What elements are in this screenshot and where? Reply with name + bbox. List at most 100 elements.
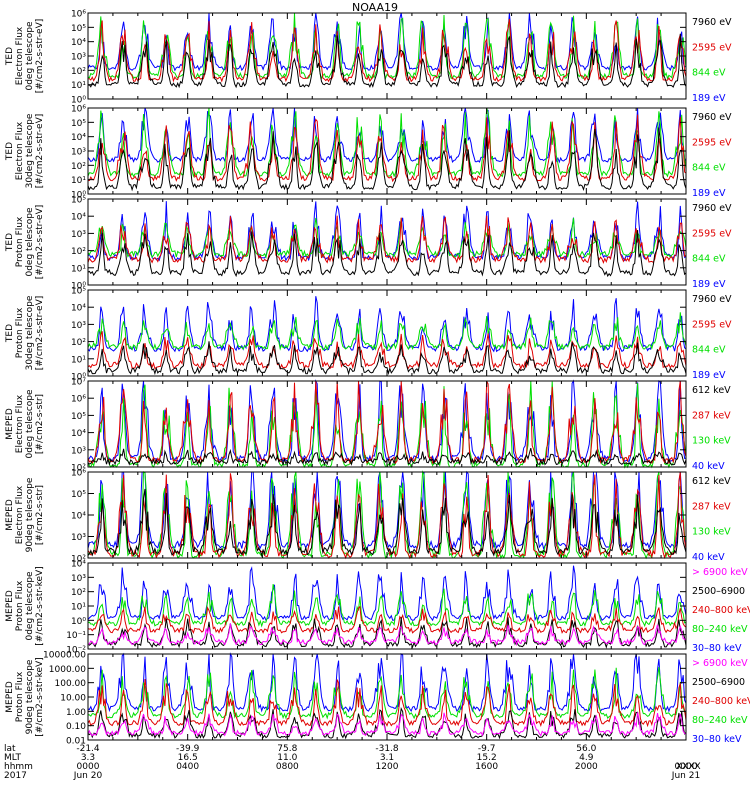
- x-tick-label: 0000: [77, 762, 100, 772]
- legend-entry: 7960 eV: [692, 203, 732, 214]
- panel-5: 10² 10³ 10⁴ 10⁵ 10⁶ 10⁷ MEPED Electron Flux 0deg…: [5, 378, 731, 474]
- x-tick-label: Jun 21: [671, 771, 700, 781]
- legend-entry: 189 eV: [692, 279, 726, 290]
- y-tick-label: 10¹: [71, 603, 86, 613]
- y-tick-label: 10⁵: [71, 490, 86, 500]
- y-tick-label: 10¹: [71, 176, 86, 186]
- y-tick-label: 10²: [71, 555, 86, 565]
- y-axis-label: Proton Flux: [15, 216, 25, 267]
- y-tick-label: 10⁴: [71, 38, 86, 48]
- y-tick-label: 10¹: [71, 81, 86, 91]
- y-axis-label: 30deg telescope: [25, 113, 35, 188]
- y-axis-label: Electron Flux: [15, 485, 25, 544]
- x-tick-label: 2000: [575, 762, 598, 772]
- y-axis-label: [#/cm2-s-str]: [35, 394, 45, 454]
- y-tick-label: 10⁴: [71, 304, 86, 314]
- legend-entry: 7960 eV: [692, 17, 732, 28]
- series-line-844-ev: [87, 312, 687, 352]
- y-tick-label: 1.00: [66, 708, 86, 718]
- legend-entry: 7960 eV: [692, 294, 732, 305]
- legend-entry: > 6900 keV: [692, 567, 748, 578]
- y-tick-label: 10²: [71, 162, 86, 172]
- series-line--6900-kev: [87, 712, 687, 737]
- y-tick-label: 0.10: [66, 722, 86, 732]
- y-tick-label: 10³: [71, 53, 86, 63]
- y-tick-label: 10³: [71, 533, 86, 543]
- series-line-612-kev: [87, 488, 687, 557]
- x-tick-label: Jun 20: [73, 771, 103, 781]
- series-line-2595-ev: [87, 114, 687, 183]
- series-line-7960-ev: [87, 229, 687, 278]
- y-tick-label: 10⁶: [71, 105, 86, 115]
- x-axis-end-marker: XXXX: [676, 762, 701, 772]
- panel-8: 0.01 0.10 1.00 10.00 100.00 1000.00 10000.00 ME…: [5, 651, 750, 747]
- y-tick-label: 10⁴: [71, 133, 86, 143]
- y-tick-label: 10²: [71, 588, 86, 598]
- x-tick-label: 56.0: [576, 744, 596, 754]
- series-line-40-kev: [87, 470, 687, 551]
- y-tick-label: 10³: [71, 230, 86, 240]
- series-line-189-ev: [87, 12, 687, 72]
- y-tick-label: 10²: [71, 338, 86, 348]
- y-axis-label: [#/cm2-s-str-keV]: [35, 657, 45, 736]
- y-tick-label: 10⁶: [71, 395, 86, 405]
- x-tick-label: 0400: [176, 762, 199, 772]
- legend-entry: 130 keV: [692, 527, 731, 538]
- legend-entry: 844 eV: [692, 163, 726, 174]
- y-axis-label: 0deg telescope: [25, 571, 35, 641]
- y-tick-label: 0.01: [66, 737, 86, 747]
- y-axis-label: MEPED: [5, 408, 15, 440]
- panel-2: 10⁰ 10¹ 10² 10³ 10⁴ 10⁵ 10⁶ TED Electron Flux 30d…: [5, 105, 732, 201]
- y-axis-label: MEPED: [5, 681, 15, 713]
- y-axis-label: MEPED: [5, 499, 15, 531]
- x-tick-label: 15.2: [477, 753, 497, 763]
- legend-entry: 844 eV: [692, 68, 726, 79]
- y-tick-label: 10⁰: [71, 191, 86, 201]
- y-axis-label: [#/cm2-s-str-eV]: [35, 114, 45, 189]
- series-line-80-240-kev: [87, 583, 687, 628]
- chart-title: NOAA19: [351, 1, 399, 14]
- y-axis-label: Proton Flux: [15, 671, 25, 722]
- y-tick-label: 10⁰: [71, 617, 86, 627]
- x-tick-label: 75.8: [277, 744, 297, 754]
- y-tick-label: 10²: [71, 67, 86, 77]
- legend-entry: 7960 eV: [692, 112, 732, 123]
- y-tick-label: 10⁴: [71, 429, 86, 439]
- series-line-844-ev: [87, 12, 687, 80]
- panel-6: 10² 10³ 10⁴ 10⁵ 10⁶ MEPED Electron Flux 90deg t…: [5, 469, 731, 565]
- y-tick-label: 10⁶: [71, 469, 86, 479]
- series-line-7960-ev: [87, 341, 687, 376]
- y-axis-label: 30deg telescope: [25, 295, 35, 370]
- x-axis-row-label: lat: [4, 744, 16, 754]
- series-line-7960-ev: [87, 127, 687, 192]
- y-axis-label: 0deg telescope: [25, 21, 35, 91]
- y-axis-label: TED: [5, 324, 15, 343]
- series-line-80-240-kev: [87, 667, 687, 720]
- series-line-30-80-kev: [87, 652, 687, 713]
- series-line-2595-ev: [87, 215, 687, 265]
- y-axis-label: TED: [5, 142, 15, 161]
- y-tick-label: 10⁰: [71, 96, 86, 106]
- legend-entry: 287 keV: [692, 410, 731, 421]
- x-tick-label: 3.3: [81, 753, 95, 763]
- y-tick-label: 10¹: [71, 355, 86, 365]
- y-tick-label: 1000.00: [49, 665, 86, 675]
- x-tick-label: 0000: [675, 762, 698, 772]
- y-tick-label: 10²: [71, 247, 86, 257]
- y-tick-label: 10²: [71, 464, 86, 474]
- legend-entry: 612 keV: [692, 476, 731, 487]
- legend-entry: 612 keV: [692, 385, 731, 396]
- series-line--6900-kev: [87, 623, 687, 647]
- series-line-189-ev: [87, 107, 687, 164]
- legend-entry: 40 keV: [692, 461, 725, 472]
- legend-entry: 40 keV: [692, 552, 725, 563]
- y-tick-label: 10³: [71, 574, 86, 584]
- series-line-287-kev: [87, 471, 687, 560]
- y-tick-label: 100.00: [55, 679, 87, 689]
- y-axis-label: [#/cm2-s-str-eV]: [35, 205, 45, 280]
- y-axis-label: Proton Flux: [15, 307, 25, 358]
- legend-entry: 30–80 keV: [692, 734, 742, 745]
- y-tick-label: 10⁵: [71, 196, 86, 206]
- x-tick-label: 11.0: [277, 753, 297, 763]
- legend-entry: 240–800 keV: [692, 696, 750, 707]
